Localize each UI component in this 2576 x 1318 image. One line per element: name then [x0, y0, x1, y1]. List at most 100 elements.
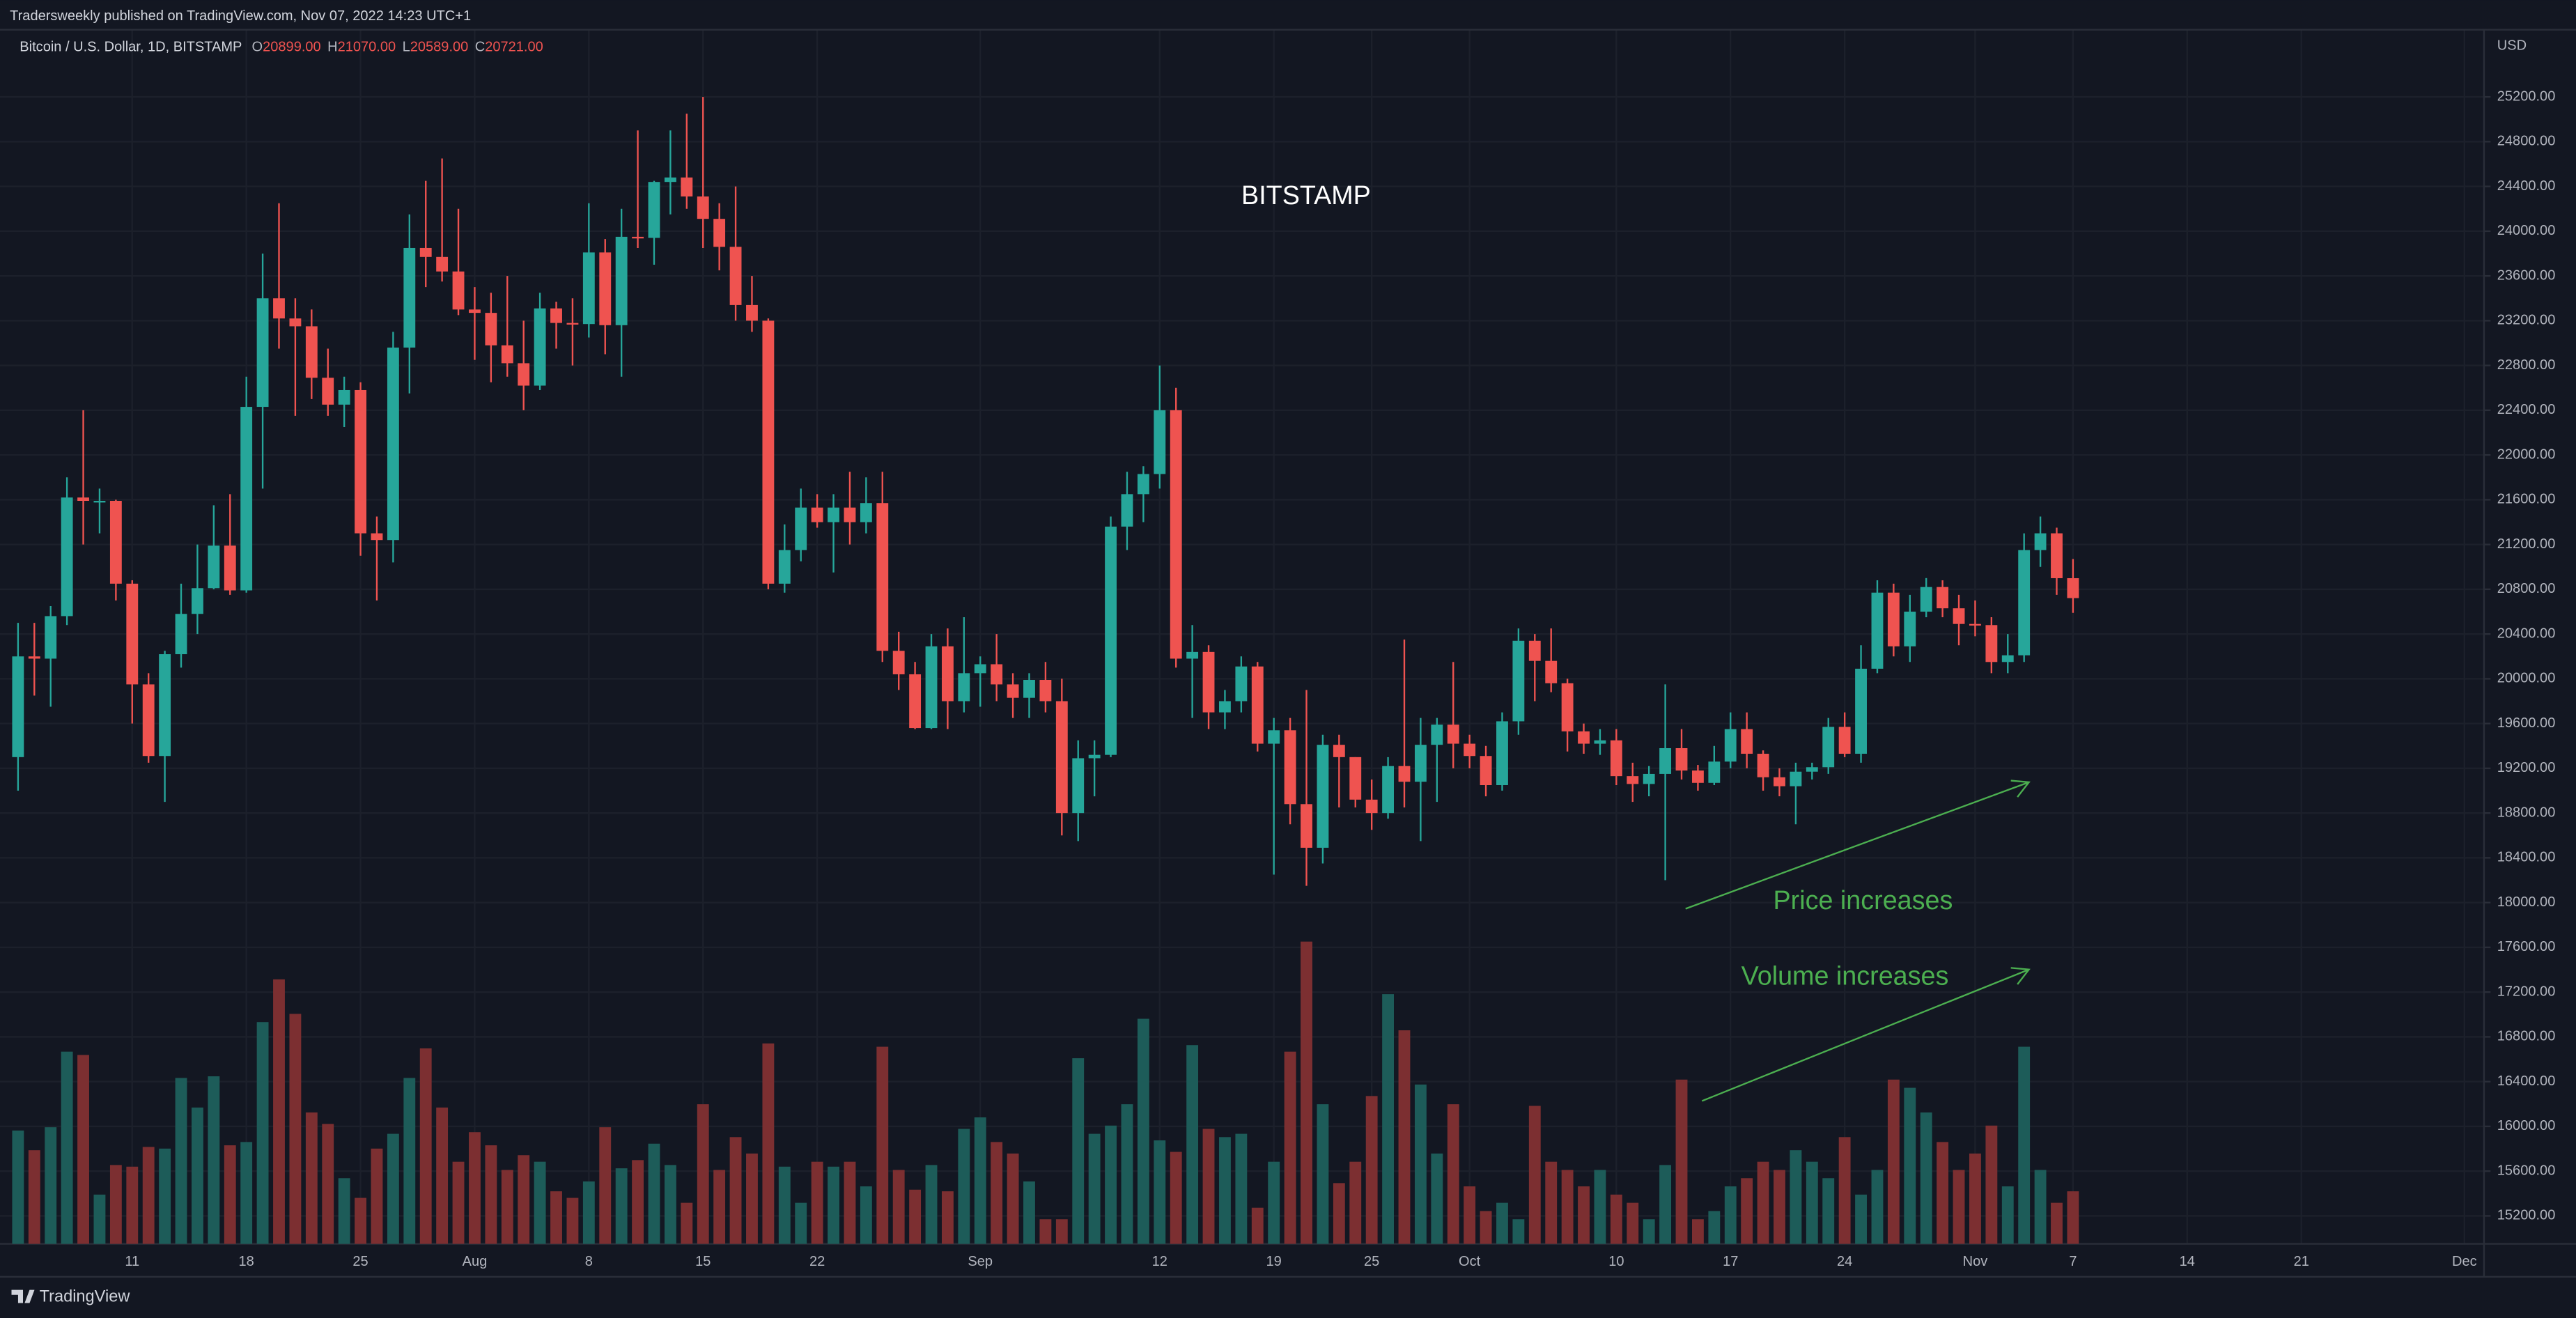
- volume-bar: [289, 1014, 302, 1244]
- candle-body: [305, 326, 318, 378]
- volume-bar: [1235, 1133, 1248, 1244]
- volume-bar: [648, 1143, 660, 1244]
- volume-bar: [1757, 1161, 1769, 1244]
- candle-body: [240, 407, 253, 591]
- candle-body: [371, 533, 383, 541]
- candle-body: [991, 664, 1003, 685]
- candle-body: [1105, 526, 1117, 755]
- volume-bar: [1202, 1129, 1215, 1244]
- candle-body: [403, 247, 416, 348]
- x-tick-label: 18: [239, 1254, 254, 1269]
- marks: [12, 97, 2079, 1244]
- candle-body: [942, 646, 954, 701]
- x-tick-label: 24: [1837, 1254, 1852, 1269]
- y-tick-label: 17600.00: [2497, 939, 2556, 954]
- volume-bar: [1545, 1161, 1558, 1244]
- x-tick-label: 11: [125, 1254, 139, 1269]
- candle-body: [93, 500, 106, 503]
- volume-bar: [126, 1166, 139, 1244]
- candle-body: [1887, 592, 1900, 646]
- legend-value: 20899.00: [263, 40, 321, 55]
- candle-body: [436, 256, 449, 272]
- volume-bar: [1317, 1104, 1329, 1244]
- footer: TradingView: [40, 1287, 131, 1305]
- y-tick-label: 23600.00: [2497, 268, 2556, 283]
- volume-bar: [1088, 1133, 1101, 1244]
- volume-bar: [240, 1142, 253, 1244]
- candle-body: [1691, 770, 1704, 783]
- candle-body: [1121, 494, 1133, 527]
- volume-bar: [2034, 1170, 2047, 1244]
- candle-body: [909, 674, 922, 729]
- candle-body: [1251, 666, 1264, 744]
- y-tick-label: 21600.00: [2497, 492, 2556, 507]
- y-tick-label: 24000.00: [2497, 223, 2556, 238]
- y-tick-label: 24400.00: [2497, 178, 2556, 194]
- volume-bar: [1186, 1045, 1199, 1244]
- volume-bar: [208, 1076, 220, 1244]
- candle-body: [1774, 777, 1785, 786]
- candle-body: [762, 320, 775, 584]
- candle-body: [61, 497, 73, 617]
- candle-body: [1039, 680, 1052, 701]
- volume-bar: [1268, 1161, 1280, 1244]
- volume-bar: [1610, 1194, 1622, 1244]
- candle-body: [1578, 731, 1590, 744]
- volume-bar: [387, 1133, 399, 1244]
- x-tick-label: Oct: [1459, 1254, 1481, 1269]
- volume-bar: [1741, 1178, 1753, 1244]
- volume-bar: [77, 1055, 89, 1244]
- volume-bar: [746, 1153, 758, 1244]
- x-tick-label: 25: [1364, 1254, 1379, 1269]
- volume-bar: [338, 1178, 350, 1244]
- volume-bar: [1154, 1140, 1166, 1244]
- candle-body: [77, 497, 89, 501]
- candle-body: [1414, 745, 1427, 782]
- volume-bar: [1937, 1142, 1949, 1244]
- candle-body: [2067, 577, 2079, 598]
- y-tick-label: 18800.00: [2497, 805, 2556, 820]
- arrow: [1685, 780, 2031, 910]
- candle-body: [485, 313, 497, 346]
- volume-bar: [322, 1124, 334, 1244]
- candle-body: [192, 588, 203, 614]
- candle-body: [811, 507, 823, 522]
- volume-bar: [501, 1170, 513, 1244]
- x-tick-label: 8: [585, 1254, 593, 1269]
- y-tick-label: 18400.00: [2497, 850, 2556, 865]
- volume-bar: [1675, 1079, 1688, 1244]
- candle-body: [1757, 754, 1769, 777]
- volume-bar: [2067, 1191, 2079, 1244]
- candle-body: [1447, 724, 1459, 744]
- y-tick-label: 19200.00: [2497, 760, 2556, 775]
- volume-bar: [974, 1117, 986, 1244]
- candle-body: [860, 503, 872, 522]
- volume-bar: [1528, 1106, 1541, 1244]
- x-tick-label: 17: [1723, 1254, 1738, 1269]
- legend-value: 20589.00: [410, 40, 469, 55]
- volume-bar: [1904, 1087, 1916, 1244]
- volume-bar: [1105, 1125, 1117, 1244]
- volume-bar: [828, 1166, 839, 1244]
- candle-body: [1659, 747, 1672, 774]
- y-tick-label: 16400.00: [2497, 1073, 2556, 1089]
- candle-body: [1545, 660, 1558, 683]
- volume-bar: [273, 979, 285, 1244]
- volume-bar: [729, 1137, 742, 1244]
- volume-bar: [403, 1078, 416, 1244]
- volume-bar: [12, 1130, 24, 1244]
- y-tick-label: 20800.00: [2497, 581, 2556, 596]
- candle-body: [1675, 747, 1688, 771]
- candle-body: [746, 304, 758, 321]
- volume-bar: [1822, 1178, 1835, 1244]
- candle-body: [828, 507, 839, 522]
- candle-body: [1741, 729, 1753, 754]
- volume-bar: [1121, 1104, 1133, 1244]
- candle-body: [452, 271, 465, 310]
- volume-bar: [909, 1189, 922, 1244]
- annotation: Volume increases: [1741, 961, 1949, 991]
- y-tick-label: 22800.00: [2497, 357, 2556, 373]
- volume-bar: [1219, 1137, 1231, 1244]
- y-tick-label: 21200.00: [2497, 536, 2556, 552]
